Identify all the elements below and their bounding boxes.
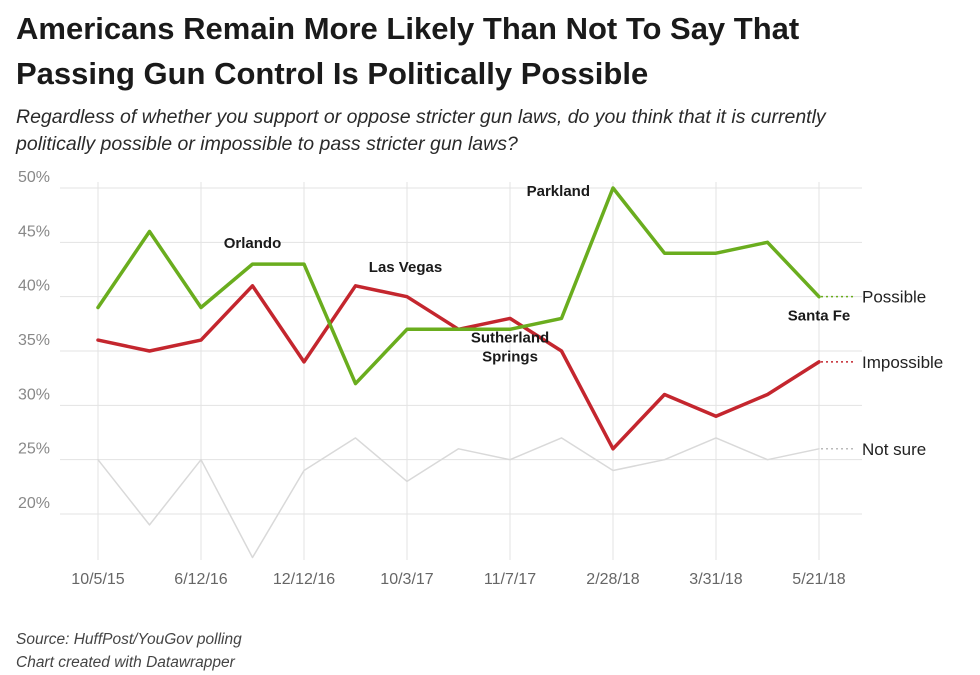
series-line-impossible (96, 284, 821, 451)
x-tick-label: 11/7/17 (484, 571, 536, 588)
datawrapper-credit: Chart created with Datawrapper (16, 654, 235, 671)
x-tick-label: 5/21/18 (792, 571, 845, 588)
chart-title-line-1: Americans Remain More Likely Than Not To… (16, 11, 800, 46)
y-tick-label: 45% (18, 223, 50, 240)
annotation-label: Parkland (527, 183, 590, 200)
annotation-label: Santa Fe (788, 308, 851, 325)
series-label-not_sure: Not sure (862, 440, 926, 459)
y-tick-label: 35% (18, 332, 50, 349)
y-tick-label: 50% (18, 169, 50, 186)
annotation-label: Orlando (224, 235, 282, 252)
chart-subtitle-line-2: politically possible or impossible to pa… (16, 133, 518, 155)
x-tick-label: 10/5/15 (71, 571, 124, 588)
series-line-not_sure (97, 437, 820, 559)
y-tick-label: 25% (18, 441, 50, 458)
x-tick-label: 3/31/18 (689, 571, 742, 588)
x-tick-label: 6/12/16 (174, 571, 227, 588)
y-tick-label: 30% (18, 386, 50, 403)
x-tick-label: 12/12/16 (273, 571, 335, 588)
y-tick-label: 40% (18, 278, 50, 295)
series-label-impossible: Impossible (862, 353, 943, 372)
chart-title-line-2: Passing Gun Control Is Politically Possi… (16, 56, 649, 91)
annotation-label: Las Vegas (369, 259, 442, 276)
y-tick-label: 20% (18, 495, 50, 512)
annotation-label: Springs (482, 348, 538, 365)
chart-subtitle-line-1: Regardless of whether you support or opp… (16, 106, 826, 128)
x-tick-label: 10/3/17 (380, 571, 433, 588)
annotation-label: Sutherland (471, 329, 549, 346)
line-chart: 20% 25% 30% 35% 40% 45% 50% 10/5/15 6/12/16 12/12… (18, 169, 943, 588)
chart-footer: Source: HuffPost/YouGov polling Chart cr… (16, 628, 242, 674)
series-line-possible (96, 186, 821, 386)
series-label-possible: Possible (862, 288, 926, 307)
x-tick-label: 2/28/18 (586, 571, 639, 588)
chart-title: Americans Remain More Likely Than Not To… (16, 6, 966, 96)
source-note: Source: HuffPost/YouGov polling (16, 631, 242, 648)
chart-subtitle: Regardless of whether you support or opp… (16, 104, 966, 158)
